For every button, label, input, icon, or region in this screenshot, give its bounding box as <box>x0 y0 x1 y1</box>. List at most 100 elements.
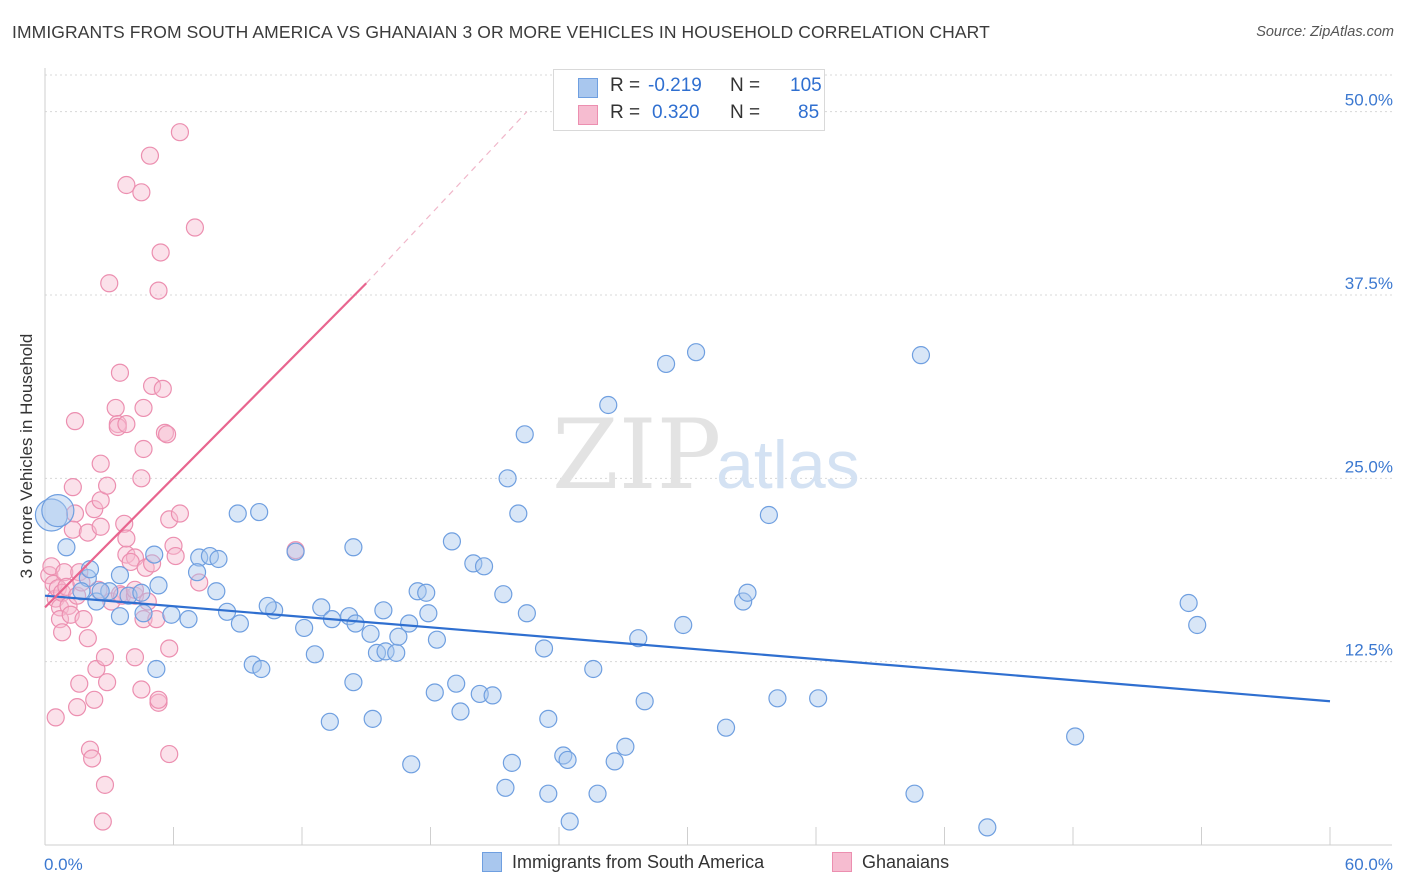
data-point-south-america <box>656 354 676 374</box>
data-point-south-america <box>162 605 181 624</box>
trend-line-ghanaians <box>44 282 368 609</box>
data-point-ghanaians <box>93 812 112 831</box>
legend-item-ghanaians[interactable]: Ghanaians <box>832 852 949 873</box>
legend-item-south-america[interactable]: Immigrants from South America <box>482 852 764 873</box>
data-point-south-america <box>361 624 380 643</box>
data-point-south-america <box>558 750 577 770</box>
r-value: 0.320 <box>652 102 700 123</box>
watermark-atlas: atlas <box>716 427 860 503</box>
data-point-ghanaians <box>78 629 97 648</box>
data-point-south-america <box>312 598 331 617</box>
source-label: Source: ZipAtlas.com <box>1256 24 1394 40</box>
data-point-ghanaians <box>117 529 136 548</box>
data-point-ghanaians <box>74 610 93 629</box>
data-point-south-america <box>502 753 521 772</box>
data-point-ghanaians <box>63 478 82 497</box>
data-point-ghanaians <box>134 610 153 629</box>
data-point-ghanaians <box>117 414 136 434</box>
data-point-south-america <box>295 618 314 638</box>
data-point-south-america <box>243 655 262 674</box>
data-point-ghanaians <box>100 274 119 293</box>
y-tick-label: 37.5% <box>1345 274 1393 293</box>
data-point-south-america <box>494 585 513 604</box>
data-point-south-america <box>346 614 365 633</box>
data-point-south-america <box>560 812 579 831</box>
r-value: -0.219 <box>648 75 702 96</box>
n-label: N = <box>730 102 761 123</box>
data-point-south-america <box>252 659 271 679</box>
data-point-south-america <box>387 643 406 662</box>
trend-lines <box>44 111 1331 703</box>
data-point-south-america <box>442 532 462 551</box>
data-point-south-america <box>417 583 436 602</box>
data-point-south-america <box>534 639 554 658</box>
data-point-south-america <box>447 674 466 693</box>
legend-label: Ghanaians <box>862 852 950 872</box>
n-value: 105 <box>790 75 822 96</box>
data-point-ghanaians <box>55 563 74 582</box>
data-point-south-america <box>605 752 624 771</box>
data-point-ghanaians <box>153 379 172 398</box>
data-point-south-america <box>674 615 693 635</box>
trend-line-south-america <box>44 594 1331 703</box>
data-point-ghanaians <box>157 425 177 444</box>
data-point-south-america <box>147 659 166 679</box>
data-point-ghanaians <box>132 680 151 699</box>
data-point-ghanaians <box>85 690 104 709</box>
data-point-south-america <box>474 557 494 576</box>
series-ghanaians <box>40 123 305 831</box>
data-point-south-america <box>425 683 444 702</box>
data-point-ghanaians <box>95 648 115 667</box>
data-point-south-america <box>539 709 558 728</box>
chart-title: IMMIGRANTS FROM SOUTH AMERICA VS GHANAIA… <box>12 22 990 42</box>
data-point-south-america <box>110 607 130 626</box>
data-point-south-america <box>179 610 198 629</box>
data-point-ghanaians <box>149 690 168 709</box>
data-point-ghanaians <box>160 639 179 658</box>
data-point-south-america <box>599 395 618 415</box>
data-point-south-america <box>374 601 393 620</box>
data-point-south-america <box>616 737 635 756</box>
data-point-ghanaians <box>134 439 153 459</box>
data-point-ghanaians <box>125 648 145 667</box>
data-point-south-america <box>320 712 339 731</box>
data-point-south-america <box>258 596 277 616</box>
data-point-south-america <box>132 583 151 602</box>
data-point-ghanaians <box>170 123 190 142</box>
data-point-south-america <box>187 563 207 582</box>
x-tick-label: 0.0% <box>44 855 83 874</box>
data-point-south-america <box>1188 615 1207 635</box>
data-point-ghanaians <box>91 454 110 473</box>
data-point-south-america <box>344 673 363 692</box>
data-point-south-america <box>399 614 419 633</box>
y-tick-label: 12.5% <box>1345 641 1393 660</box>
data-point-ghanaians <box>91 517 110 536</box>
data-point-ghanaians <box>65 412 85 431</box>
y-axis-title: 3 or more Vehicles in Household <box>17 333 36 579</box>
data-point-ghanaians <box>149 281 168 300</box>
series-south-america <box>34 343 1207 837</box>
data-point-south-america <box>402 755 421 774</box>
data-point-ghanaians <box>115 514 134 533</box>
data-point-south-america <box>419 604 438 623</box>
data-point-south-america <box>451 702 470 721</box>
data-point-south-america <box>250 502 269 522</box>
data-point-ghanaians <box>132 469 151 488</box>
data-point-ghanaians <box>170 504 190 523</box>
watermark: ZIP atlas <box>552 399 860 511</box>
data-point-south-america <box>716 718 736 737</box>
data-point-ghanaians <box>110 363 130 382</box>
data-point-ghanaians <box>46 708 65 727</box>
pink-swatch <box>578 105 598 125</box>
data-point-south-america <box>91 582 110 601</box>
data-point-ghanaians <box>134 398 153 418</box>
data-point-south-america <box>483 686 502 705</box>
data-point-south-america <box>539 784 558 803</box>
r-label: R = <box>610 75 641 96</box>
data-point-ghanaians <box>50 610 70 629</box>
data-point-south-america <box>41 494 75 528</box>
data-point-south-america <box>286 542 305 561</box>
data-point-south-america <box>768 689 787 708</box>
data-point-south-america <box>1179 593 1198 613</box>
